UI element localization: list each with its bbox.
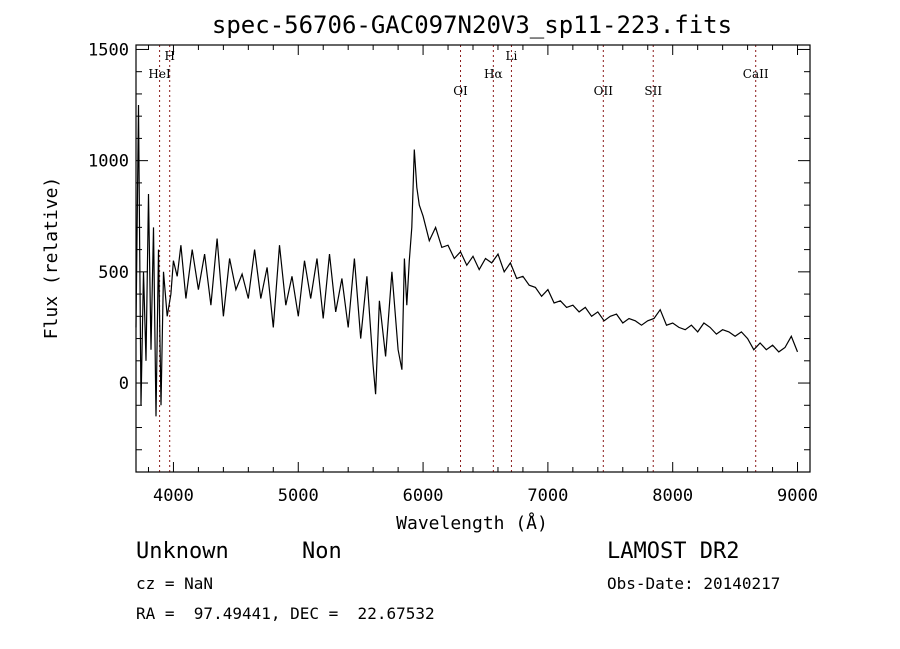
spectral-line-label: OI [453, 84, 468, 98]
redshift-text: cz = NaN [136, 574, 213, 593]
x-tick-label: 8000 [652, 486, 693, 506]
chart-title: spec-56706-GAC097N20V3_sp11-223.fits [212, 11, 732, 39]
plot-frame [135, 44, 811, 473]
spectral-line-label: OII [594, 84, 614, 98]
x-axis-ticks: 4000 5000 6000 7000 8000 9000 [147, 45, 818, 506]
y-axis-ticks: 0 500 1000 1500 [88, 40, 810, 451]
y-tick-label: 500 [98, 263, 129, 283]
x-tick-label: 6000 [403, 486, 444, 506]
x-tick-label: 9000 [777, 486, 818, 506]
spectral-line-label: Hα [484, 67, 503, 81]
x-axis-label: Wavelength (Å) [396, 512, 548, 534]
obs-date-text: Obs-Date: 20140217 [607, 574, 780, 593]
spectral-line-label: HeI [148, 67, 171, 81]
survey-name: LAMOST DR2 [607, 539, 739, 564]
x-tick-label: 5000 [278, 486, 319, 506]
object-class: Non [302, 539, 342, 564]
y-axis-label: Flux (relative) [41, 177, 62, 340]
x-tick-label: 7000 [527, 486, 568, 506]
y-tick-label: 1000 [88, 152, 129, 172]
object-type: Unknown [136, 539, 229, 564]
spectral-line-label: SII [644, 84, 662, 98]
x-tick-label: 4000 [153, 486, 194, 506]
spectral-line-label: CaII [743, 67, 769, 81]
coordinates-text: RA = 97.49441, DEC = 22.67532 [136, 604, 435, 623]
spectral-line-label: Li [506, 49, 518, 63]
y-tick-label: 1500 [88, 40, 129, 60]
spectrum-line [135, 104, 799, 417]
y-tick-label: 0 [119, 374, 129, 394]
spectral-line-label: H [164, 49, 174, 63]
